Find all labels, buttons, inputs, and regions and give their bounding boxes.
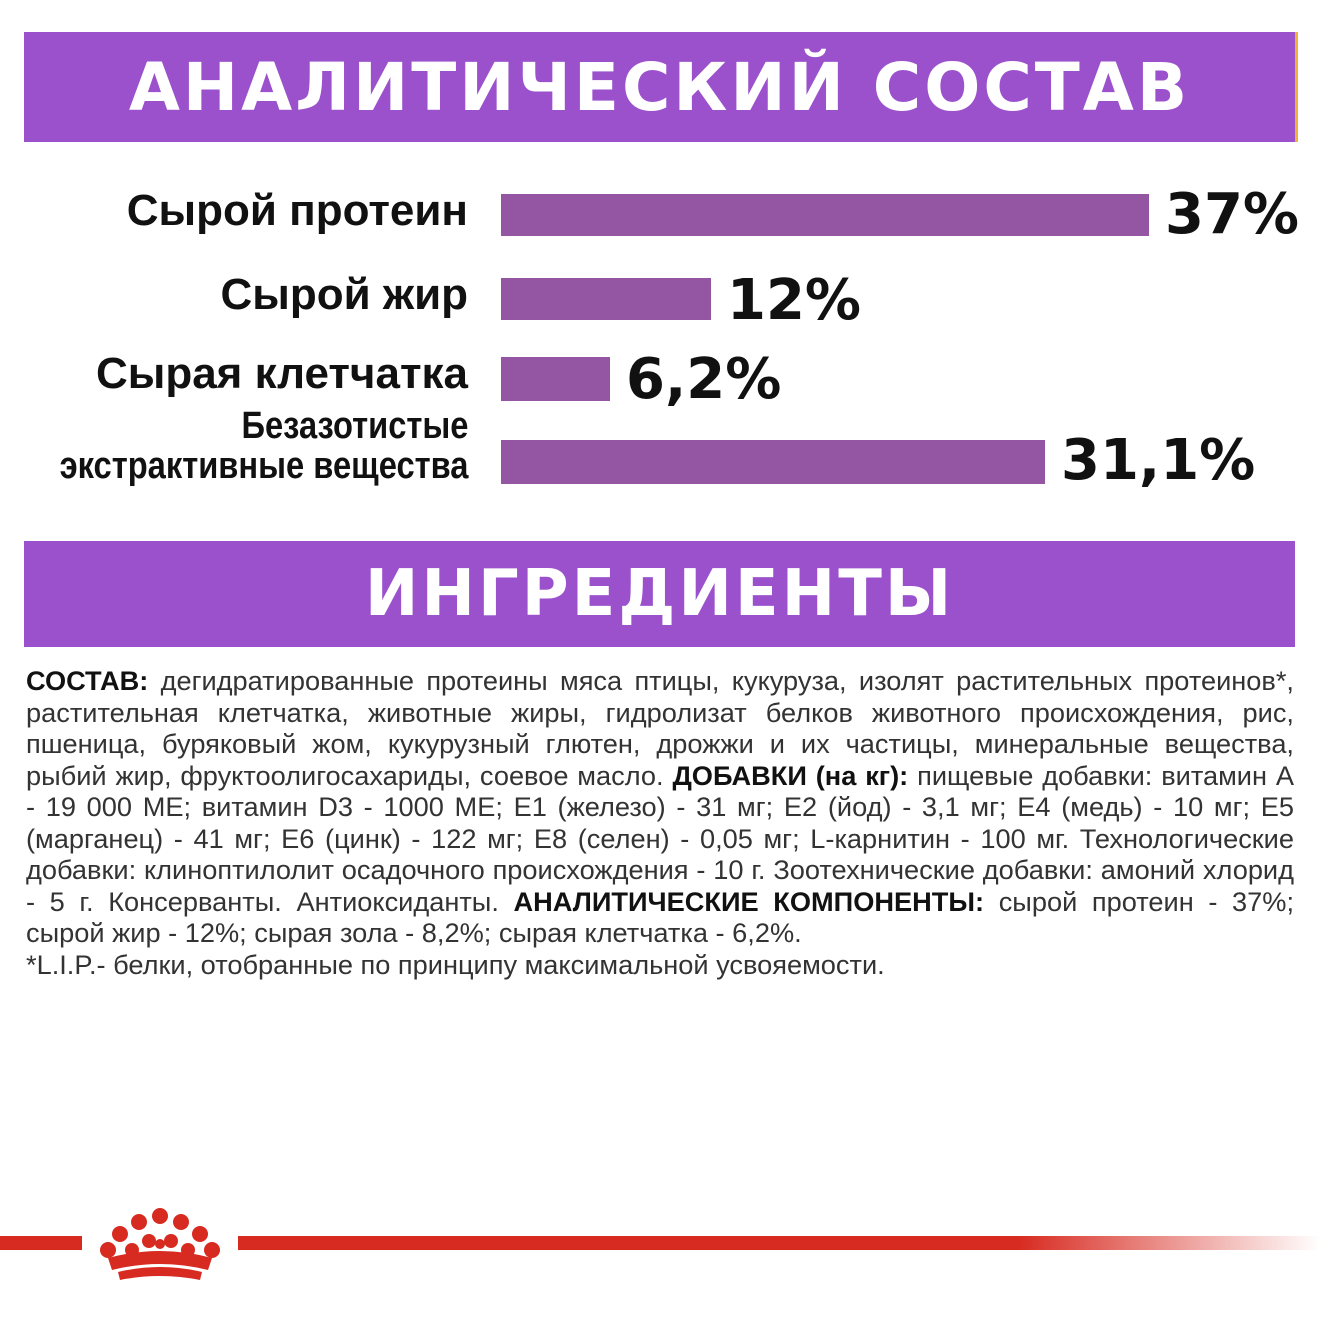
nutrient-row-nfe: Безазотистые экстрактивные вещества 31,1… xyxy=(0,404,1320,494)
analytical-components-text: сырой протеин - 37%; сырой жир - 12%; сы… xyxy=(26,885,1294,949)
analytical-components-label: АНАЛИТИЧЕСКИЕ КОМПОНЕНТЫ: xyxy=(513,885,985,917)
nutrient-label: Сырой протеин xyxy=(126,186,468,235)
ingredients-title-banner: ИНГРЕДИЕНТЫ xyxy=(24,541,1295,647)
nutrient-row-fat: Сырой жир 12% xyxy=(0,262,1320,333)
nutrient-value: 31,1% xyxy=(1061,428,1256,493)
banner-edge-accent xyxy=(1295,32,1298,142)
analysis-title-banner: АНАЛИТИЧЕСКИЙ СОСТАВ xyxy=(24,32,1295,142)
footnote: *L.I.P.- белки, отобранные по принципу м… xyxy=(26,948,885,980)
nutrient-value: 12% xyxy=(727,268,862,333)
composition-label: СОСТАВ: xyxy=(26,665,149,696)
ingredients-title: ИНГРЕДИЕНТЫ xyxy=(364,557,955,631)
nutrient-bar xyxy=(501,357,610,401)
nutrient-bar xyxy=(501,278,711,320)
nutrient-value: 37% xyxy=(1165,182,1300,247)
nutrient-bar xyxy=(501,194,1149,236)
nutrient-row-fiber: Сырая клетчатка 6,2% xyxy=(0,345,1320,412)
additives-label: ДОБАВКИ (на кг): xyxy=(672,759,909,791)
nutrient-label-line1: Безазотистые xyxy=(241,405,468,447)
nutrient-label: Сырая клетчатка xyxy=(95,349,468,398)
nutrient-label-line2: экстрактивные вещества xyxy=(59,445,468,487)
brand-line-left xyxy=(0,1236,82,1250)
composition-text: дегидратированные протеины мяса птицы, к… xyxy=(26,665,1294,791)
nutrient-bar xyxy=(501,440,1045,484)
nutrient-row-protein: Сырой протеин 37% xyxy=(0,178,1320,248)
additives-text: пищевые добавки: витамин А - 19 000 МЕ; … xyxy=(26,759,1294,917)
analysis-title: АНАЛИТИЧЕСКИЙ СОСТАВ xyxy=(128,48,1191,126)
nutrient-label-two-line: Безазотистые экстрактивные вещества xyxy=(59,406,468,486)
nutrient-label: Сырой жир xyxy=(220,270,469,319)
royal-canin-crown-icon xyxy=(100,1208,220,1280)
nutrient-value: 6,2% xyxy=(626,347,782,412)
ingredients-text: СОСТАВ: дегидратированные протеины мяса … xyxy=(26,665,1294,980)
brand-line-right xyxy=(238,1236,1320,1250)
